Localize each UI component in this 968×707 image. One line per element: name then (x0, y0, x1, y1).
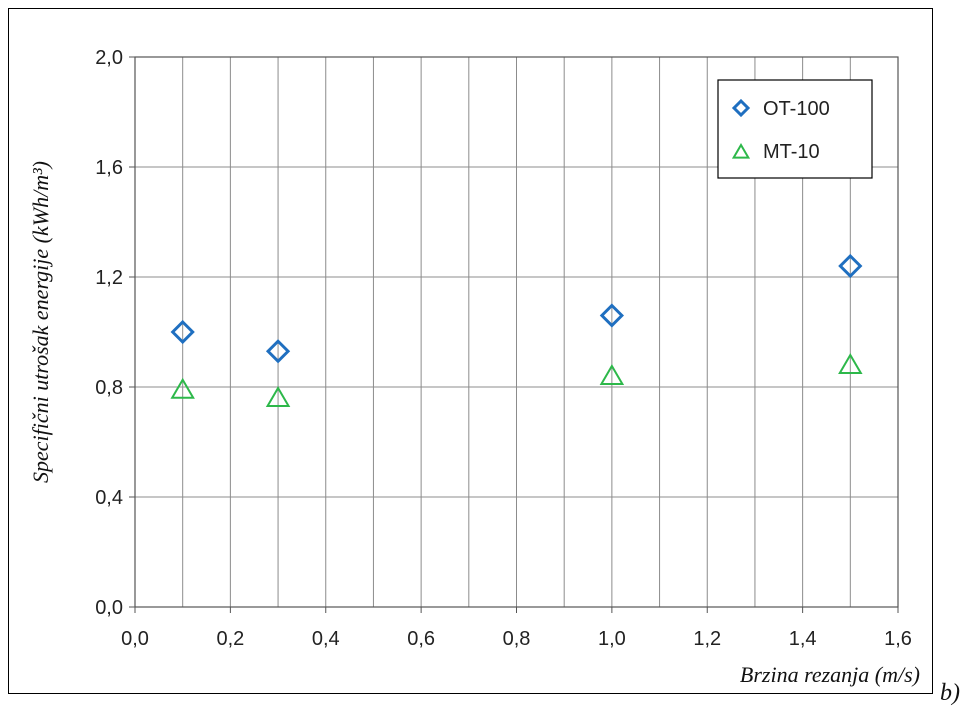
legend-entry-label: OT-100 (763, 98, 830, 120)
y-tick-label: 0,8 (95, 377, 123, 399)
data-point-ot-100 (265, 339, 291, 364)
x-tick-labels: 0,0 0,2 0,4 0,6 0,8 1,0 1,2 1,4 1,6 (121, 607, 912, 650)
x-tick-label: 1,4 (789, 628, 817, 650)
y-axis-title: Specifični utrošak energije (kWh/m³) (28, 161, 53, 483)
x-tick-label: 1,2 (693, 628, 721, 650)
data-point-mt-10 (265, 386, 291, 407)
data-point-ot-100 (599, 303, 624, 328)
legend-marker-mt-10 (731, 143, 751, 159)
y-tick-label: 0,0 (95, 597, 123, 619)
legend-box (717, 79, 873, 179)
data-point-mt-10 (599, 364, 625, 385)
x-tick-label: 0,6 (407, 628, 435, 650)
panel-label: b) (940, 680, 960, 706)
x-tick-label: 1,6 (884, 628, 912, 650)
x-tick-label: 0,8 (503, 628, 531, 650)
y-tick-label: 1,6 (95, 157, 123, 179)
data-point-ot-100 (838, 253, 863, 279)
data-point-mt-10 (170, 377, 195, 399)
data-point-ot-100 (170, 319, 195, 345)
y-tick-label: 0,4 (95, 487, 123, 509)
legend-entry-label: MT-10 (763, 141, 820, 163)
data-point-mt-10 (838, 353, 863, 374)
legend-marker-ot-100 (731, 98, 751, 118)
x-tick-label: 0,4 (312, 628, 340, 650)
y-tick-label: 2,0 (95, 47, 123, 69)
y-tick-label: 1,2 (95, 267, 123, 289)
y-tick-labels: 0,0 0,4 0,8 1,2 1,6 2,0 (95, 47, 135, 619)
x-tick-label: 0,0 (121, 628, 149, 650)
data-marks (170, 253, 863, 407)
x-tick-label: 0,2 (216, 628, 244, 650)
x-tick-label: 1,0 (598, 628, 626, 650)
x-axis-title: Brzina rezanja (m/s) (740, 662, 920, 687)
legend: OT-100 MT-10 (717, 79, 873, 179)
